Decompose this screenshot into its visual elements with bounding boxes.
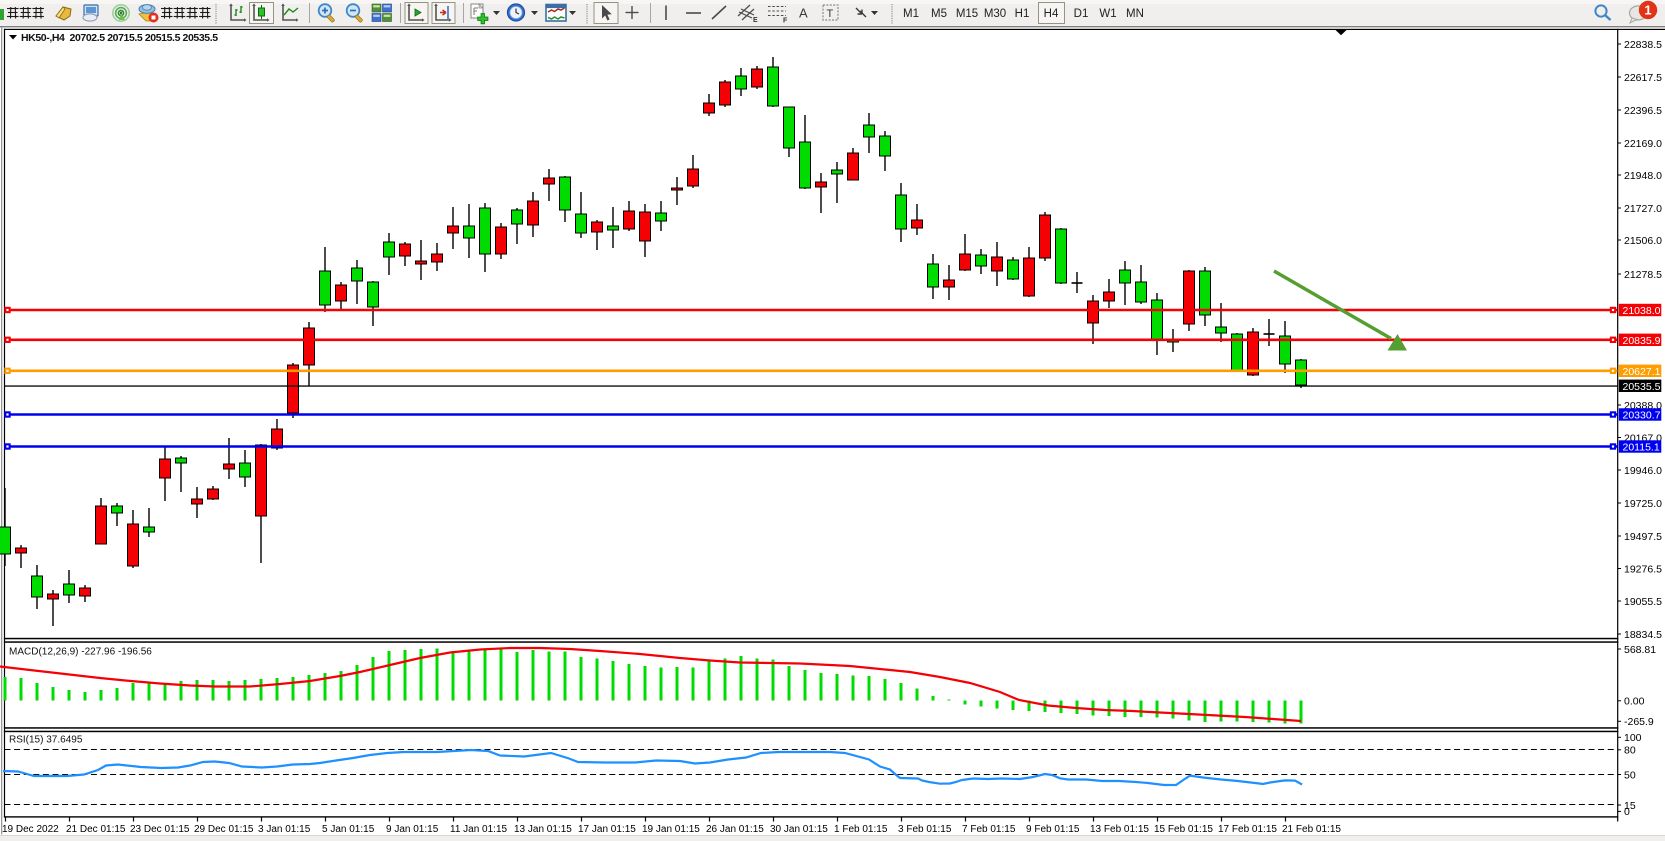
svg-text:1 Feb 01:15: 1 Feb 01:15	[834, 824, 888, 835]
svg-text:D1: D1	[1074, 8, 1089, 20]
svg-text:M15: M15	[956, 8, 978, 20]
svg-text:21727.0: 21727.0	[1624, 203, 1662, 215]
svg-text:15 Feb 01:15: 15 Feb 01:15	[1154, 824, 1213, 835]
svg-text:22169.0: 22169.0	[1624, 138, 1662, 150]
svg-text:F: F	[783, 18, 788, 25]
svg-text:1: 1	[1644, 3, 1651, 18]
svg-text:11 Jan 01:15: 11 Jan 01:15	[450, 824, 508, 835]
svg-text:19725.0: 19725.0	[1624, 498, 1662, 510]
svg-text:80: 80	[1624, 745, 1636, 757]
svg-text:20535.5: 20535.5	[1623, 381, 1661, 393]
svg-text:19946.0: 19946.0	[1624, 465, 1662, 477]
svg-text:-265.9: -265.9	[1624, 716, 1654, 728]
svg-text:3 Feb 01:15: 3 Feb 01:15	[898, 824, 952, 835]
svg-text:20115.1: 20115.1	[1623, 442, 1660, 454]
svg-text:21948.0: 21948.0	[1624, 170, 1662, 182]
svg-text:M30: M30	[984, 8, 1006, 20]
svg-text:22617.5: 22617.5	[1624, 72, 1662, 84]
svg-text:W1: W1	[1099, 8, 1116, 20]
svg-text:26 Jan 01:15: 26 Jan 01:15	[706, 824, 764, 835]
svg-text:21038.0: 21038.0	[1623, 305, 1661, 317]
svg-text:9 Feb 01:15: 9 Feb 01:15	[1026, 824, 1080, 835]
svg-text:13 Feb 01:15: 13 Feb 01:15	[1090, 824, 1149, 835]
svg-text:15: 15	[1624, 800, 1636, 812]
svg-text:MN: MN	[1126, 8, 1144, 20]
svg-text:T: T	[827, 8, 834, 20]
svg-text:H4: H4	[1044, 8, 1059, 20]
svg-text:23 Dec 01:15: 23 Dec 01:15	[130, 824, 190, 835]
svg-text:A: A	[799, 6, 808, 21]
svg-text:M5: M5	[931, 8, 947, 20]
svg-text:17 Feb 01:15: 17 Feb 01:15	[1218, 824, 1277, 835]
svg-text:19 Jan 01:15: 19 Jan 01:15	[642, 824, 700, 835]
svg-text:19 Dec 2022: 19 Dec 2022	[2, 824, 59, 835]
svg-text:29 Dec 01:15: 29 Dec 01:15	[194, 824, 254, 835]
svg-text:M1: M1	[903, 8, 919, 20]
svg-text:19276.5: 19276.5	[1624, 563, 1662, 575]
svg-text:50: 50	[1624, 769, 1636, 781]
svg-text:9 Jan 01:15: 9 Jan 01:15	[386, 824, 439, 835]
svg-text:19055.5: 19055.5	[1624, 596, 1662, 608]
svg-text:7 Feb 01:15: 7 Feb 01:15	[962, 824, 1016, 835]
svg-text:3 Jan 01:15: 3 Jan 01:15	[258, 824, 311, 835]
svg-text:568.81: 568.81	[1624, 644, 1656, 656]
svg-text:20627.1: 20627.1	[1623, 366, 1661, 378]
svg-text:22396.5: 22396.5	[1624, 105, 1662, 117]
svg-text:MACD(12,26,9) -227.96 -196.56: MACD(12,26,9) -227.96 -196.56	[9, 647, 152, 658]
svg-text:0.00: 0.00	[1624, 696, 1645, 708]
svg-text:13 Jan 01:15: 13 Jan 01:15	[514, 824, 572, 835]
svg-text:H1: H1	[1015, 8, 1030, 20]
svg-text:0: 0	[1624, 806, 1630, 818]
svg-text:21 Dec 01:15: 21 Dec 01:15	[66, 824, 126, 835]
svg-text:RSI(15) 37.6495: RSI(15) 37.6495	[9, 735, 83, 746]
svg-text:21506.0: 21506.0	[1624, 235, 1662, 247]
svg-text:20835.9: 20835.9	[1623, 335, 1661, 347]
svg-text:17 Jan 01:15: 17 Jan 01:15	[578, 824, 636, 835]
svg-text:19497.5: 19497.5	[1624, 531, 1662, 543]
svg-text:22838.5: 22838.5	[1624, 39, 1662, 51]
svg-text:30 Jan 01:15: 30 Jan 01:15	[770, 824, 828, 835]
svg-text:100: 100	[1624, 732, 1642, 744]
svg-text:5 Jan 01:15: 5 Jan 01:15	[322, 824, 375, 835]
svg-text:21278.5: 21278.5	[1624, 269, 1662, 281]
svg-text:21 Feb 01:15: 21 Feb 01:15	[1282, 824, 1341, 835]
svg-text:18834.5: 18834.5	[1624, 629, 1662, 641]
svg-text:E: E	[753, 17, 758, 24]
svg-text:HK50-,H4 20702.5 20715.5 2051: HK50-,H4 20702.5 20715.5 20515.5 20535.5	[21, 32, 218, 44]
svg-text:20330.7: 20330.7	[1623, 410, 1661, 422]
